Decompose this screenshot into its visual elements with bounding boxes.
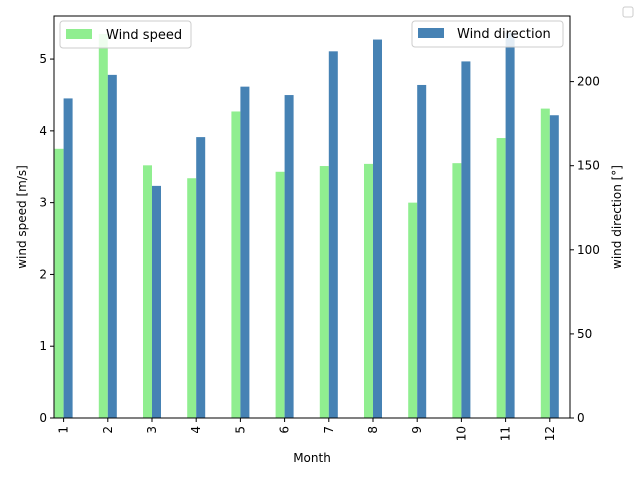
legend-wind-speed-label: Wind speed [106, 28, 182, 43]
x-tick-label-12: 12 [543, 426, 557, 441]
bar-wind-speed-1 [54, 148, 64, 418]
x-tick-label-5: 5 [233, 426, 247, 434]
bar-wind-direction-3 [152, 185, 161, 418]
bar-wind-direction-8 [373, 39, 382, 418]
x-tick-label-10: 10 [454, 426, 468, 441]
y-left-tick-label-1: 1 [39, 339, 47, 353]
bar-wind-speed-3 [143, 165, 152, 418]
legend-wind-direction-label: Wind direction [457, 27, 551, 42]
bar-wind-direction-4 [196, 137, 206, 418]
bar-wind-direction-2 [107, 74, 117, 418]
x-tick-label-2: 2 [101, 426, 115, 434]
bar-wind-speed-8 [364, 163, 373, 418]
bar-wind-direction-7 [328, 51, 338, 418]
legend-wind-speed-swatch [66, 29, 92, 39]
y-left-tick-label-4: 4 [39, 124, 47, 138]
x-tick-label-9: 9 [410, 426, 424, 434]
bar-wind-direction-1 [63, 98, 73, 419]
y-left-tick-label-5: 5 [39, 52, 47, 66]
x-tick-label-6: 6 [278, 426, 292, 434]
bar-wind-direction-10 [461, 61, 471, 419]
y-right-tick-label-150: 150 [577, 159, 600, 173]
legend-wind-direction: Wind direction [411, 20, 564, 48]
y-left-tick-label-0: 0 [39, 411, 47, 425]
bar-wind-speed-6 [275, 171, 285, 418]
bar-wind-speed-2 [98, 33, 108, 418]
y-axis-right-label: wind direction [°] [610, 165, 624, 269]
legend-wind-speed: Wind speed [59, 20, 192, 49]
bar-wind-direction-6 [284, 95, 294, 419]
empty-legend-box [622, 6, 634, 18]
bar-wind-speed-10 [452, 163, 462, 418]
legend-wind-speed-box [59, 20, 192, 49]
x-tick-label-8: 8 [366, 426, 380, 434]
bar-wind-direction-12 [549, 115, 559, 418]
x-tick-label-7: 7 [322, 426, 336, 434]
y-left-tick-label-3: 3 [39, 196, 47, 210]
y-left-tick-label-2: 2 [39, 267, 47, 281]
legend-wind-direction-swatch [418, 28, 444, 38]
bar-wind-speed-11 [496, 138, 506, 419]
legend-wind-direction-box [411, 20, 564, 48]
x-tick-label-3: 3 [145, 426, 159, 434]
y-right-tick-label-0: 0 [577, 411, 585, 425]
y-right-tick-label-100: 100 [577, 243, 600, 257]
bar-wind-speed-4 [187, 178, 197, 418]
bar-wind-speed-7 [319, 166, 329, 418]
x-tick-label-1: 1 [57, 426, 71, 434]
x-tick-label-4: 4 [189, 426, 203, 434]
y-right-tick-label-50: 50 [577, 327, 592, 341]
x-axis-label: Month [293, 451, 331, 465]
y-axis-left-label: wind speed [m/s] [15, 165, 29, 269]
bar-wind-direction-9 [417, 84, 427, 418]
bar-wind-speed-5 [231, 111, 241, 418]
x-tick-label-11: 11 [499, 426, 513, 441]
bar-wind-speed-12 [540, 108, 550, 418]
bar-wind-speed-9 [408, 202, 418, 418]
bars-layer [54, 32, 559, 419]
y-right-tick-label-200: 200 [577, 75, 600, 89]
bar-wind-direction-5 [240, 86, 250, 418]
plot-frame [53, 15, 571, 419]
bar-wind-direction-11 [505, 32, 515, 419]
